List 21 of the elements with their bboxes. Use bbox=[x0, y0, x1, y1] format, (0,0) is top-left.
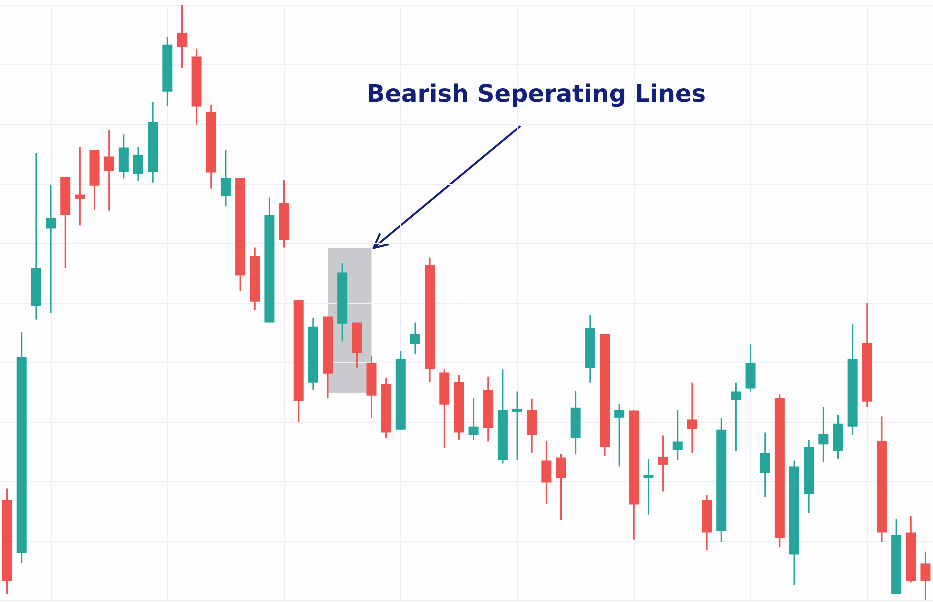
candlestick bbox=[133, 146, 144, 182]
candlestick bbox=[512, 391, 523, 461]
candlestick bbox=[220, 149, 231, 208]
candlestick bbox=[542, 440, 552, 505]
candlestick bbox=[614, 403, 625, 468]
candlestick bbox=[687, 382, 698, 454]
candlestick bbox=[410, 322, 420, 356]
candlestick bbox=[75, 146, 86, 226]
candlestick bbox=[658, 435, 668, 492]
candlestick bbox=[468, 398, 479, 441]
candlestick bbox=[644, 458, 654, 516]
annotation: Bearish Seperating Lines bbox=[366, 80, 706, 108]
candlestick bbox=[672, 409, 683, 461]
candlestick bbox=[46, 184, 56, 314]
candlestick bbox=[104, 129, 114, 212]
candlestick bbox=[177, 4, 188, 69]
candlestick bbox=[731, 382, 742, 452]
candlestick bbox=[760, 432, 770, 498]
candlestick bbox=[818, 406, 829, 463]
candlestick bbox=[556, 453, 566, 522]
candlestick bbox=[920, 551, 931, 601]
